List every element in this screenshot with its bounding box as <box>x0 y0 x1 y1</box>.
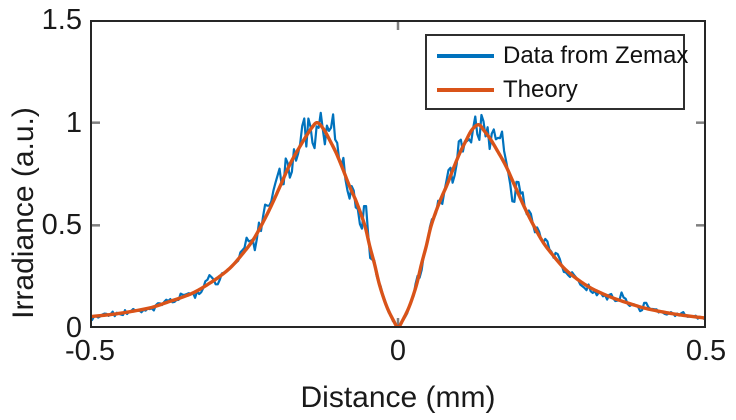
axis-ticks <box>90 20 706 328</box>
x-tick-label: 0.5 <box>685 335 727 367</box>
plot-canvas <box>90 20 706 328</box>
x-tick-label: -0.5 <box>65 335 115 367</box>
y-tick-label: 1 <box>65 106 82 139</box>
zemax-data-line <box>90 111 706 328</box>
plot-area <box>90 20 706 328</box>
axis-box <box>90 20 706 328</box>
legend: Data from Zemax Theory <box>425 34 688 110</box>
zemax-line-sample-icon <box>437 54 494 58</box>
legend-label-theory: Theory <box>503 76 578 103</box>
y-tick-label: 0.5 <box>41 209 82 242</box>
legend-entry-zemax: Data from Zemax <box>437 39 688 73</box>
y-tick-label: 0 <box>65 312 82 344</box>
theory-line <box>90 120 706 328</box>
x-tick-label: 0 <box>389 335 407 367</box>
legend-label-zemax: Data from Zemax <box>503 42 689 69</box>
y-tick-label: 1.5 <box>41 4 82 36</box>
legend-entry-theory: Theory <box>437 73 683 107</box>
theory-line-sample-icon <box>437 88 494 92</box>
x-axis-label: Distance (mm) <box>300 381 496 414</box>
